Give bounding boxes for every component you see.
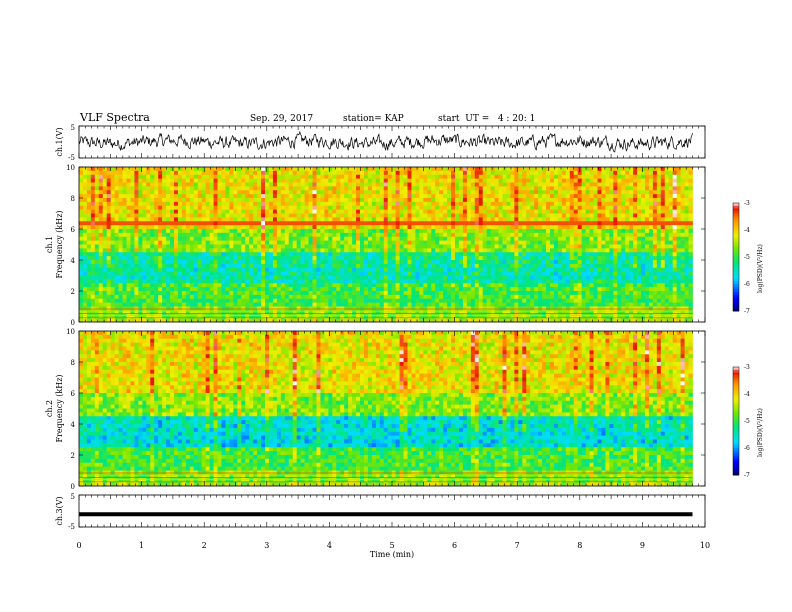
ch3-ytick-top: 5 (71, 493, 75, 501)
ch1-ylabel: ch.1(V) (55, 127, 64, 156)
xaxis-tick-label: 4 (327, 541, 332, 550)
spectrogram-1-ytick-label: 6 (71, 226, 76, 234)
xaxis-tick-label: 10 (700, 541, 710, 550)
colorbar-2-tick-label: -3 (744, 364, 750, 371)
date-label: Sep. 29, 2017 (250, 114, 314, 124)
xaxis-tick-label: 6 (452, 541, 457, 550)
colorbar-1-tick-label: -4 (744, 227, 750, 234)
colorbar-2-label: log(PSD)(V²/Hz) (757, 408, 764, 457)
spectrogram-1-ytick-label: 2 (71, 288, 75, 296)
spectrogram-2-ytick-label: 8 (71, 359, 75, 367)
spectrogram-2-ytick-label: 6 (71, 390, 76, 398)
colorbar-1-label: log(PSD)(V²/Hz) (757, 244, 764, 293)
spectrogram-2-ytick-label: 2 (71, 452, 75, 460)
colorbar-2 (732, 366, 740, 476)
panel-4-xticks (78, 495, 706, 527)
xaxis-tick-label: 7 (515, 541, 520, 550)
colorbar-2-tick-label: -5 (744, 418, 750, 425)
ch1-waveform-line (78, 130, 693, 153)
ch1-ytick-top: 5 (71, 124, 75, 132)
ch3-ylabel: ch.3(V) (55, 496, 64, 525)
chart-title: VLF Spectra (80, 111, 150, 124)
station-label: station= KAP (343, 114, 404, 124)
spectrogram-2-ylabel-frequency: Frequency (kHz) (55, 374, 64, 442)
spectrogram-1-ytick-label: 4 (71, 257, 76, 265)
colorbar-2-tick-label: -4 (744, 391, 750, 398)
colorbar-1-tick-label: -6 (744, 281, 750, 288)
xaxis-tick-label: 9 (640, 541, 645, 550)
colorbar-1 (732, 202, 740, 312)
spectrogram-2-image (79, 331, 693, 487)
colorbar-1-tick-label: -7 (744, 308, 750, 315)
spectrogram-2-ylabel-channel: ch.2 (45, 400, 54, 417)
spectrogram-1-ylabel-channel: ch.1 (45, 236, 54, 253)
xaxis-tick-label: 1 (139, 541, 144, 550)
start-time-label: start UT = 4 : 20: 1 (438, 114, 536, 124)
xaxis-label: Time (min) (370, 550, 414, 559)
colorbar-1-tick-label: -3 (744, 200, 750, 207)
xaxis-tick-label: 0 (76, 541, 81, 550)
colorbar-2-tick-label: -6 (744, 445, 750, 452)
panel-1-xticks (78, 126, 706, 158)
ch1-ytick-bottom: -5 (68, 154, 75, 162)
spectrogram-2-ytick-label: 10 (66, 328, 75, 336)
spectrogram-1-image (79, 167, 693, 323)
panel-3-xticks (78, 331, 706, 486)
panel-2-xticks (78, 167, 706, 322)
ch3-ytick-bottom: -5 (68, 523, 75, 531)
spectrogram-2-ytick-label: 0 (71, 483, 75, 491)
xaxis-tick-label: 8 (577, 541, 582, 550)
xaxis-tick-label: 2 (202, 541, 207, 550)
spectrogram-1-ytick-label: 10 (66, 164, 75, 172)
spectrogram-2-ytick-label: 4 (71, 421, 76, 429)
colorbar-2-tick-label: -7 (744, 472, 750, 479)
spectrogram-1-ytick-label: 0 (71, 319, 75, 327)
colorbar-1-tick-label: -5 (744, 254, 750, 261)
spectrogram-1-ytick-label: 8 (71, 195, 75, 203)
xaxis-tick-label: 5 (389, 541, 394, 550)
xaxis-tick-label: 3 (264, 541, 269, 550)
spectrogram-1-ylabel-frequency: Frequency (kHz) (55, 210, 64, 278)
